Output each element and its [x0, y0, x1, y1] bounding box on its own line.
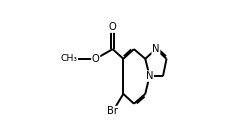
Text: CH₃: CH₃	[60, 54, 77, 63]
Text: O: O	[109, 22, 117, 32]
Text: N: N	[152, 44, 160, 54]
Text: O: O	[92, 54, 99, 64]
Text: Br: Br	[107, 107, 118, 116]
Text: N: N	[146, 71, 153, 81]
